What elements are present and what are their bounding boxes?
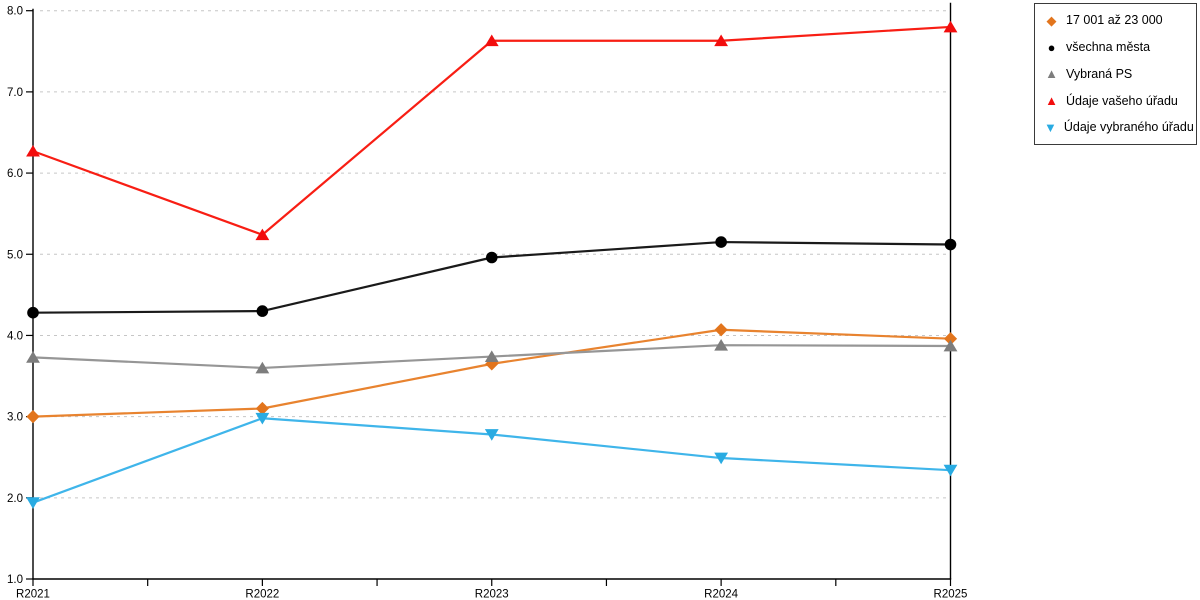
- y-tick-label: 3.0: [7, 412, 23, 424]
- x-tick-label: R2024: [704, 589, 738, 600]
- data-point: [484, 429, 499, 441]
- circle-icon: ●: [1047, 39, 1056, 55]
- y-tick-label: 2.0: [7, 493, 23, 505]
- data-point: [715, 236, 727, 248]
- data-point: [944, 238, 957, 251]
- series-1: [27, 236, 957, 319]
- legend-item-label: 17 001 až 23 000: [1066, 13, 1163, 28]
- legend-item-label: Vybraná PS: [1066, 66, 1133, 81]
- y-tick-label: 5.0: [7, 249, 23, 261]
- series-line: [32, 328, 951, 418]
- data-point: [255, 412, 270, 425]
- data-point: [256, 305, 269, 317]
- x-tick-label: R2021: [16, 589, 50, 600]
- series-3: [26, 20, 958, 241]
- y-tick-label: 6.0: [7, 168, 23, 180]
- data-point: [255, 228, 270, 241]
- data-point: [255, 361, 270, 374]
- y-tick-label: 1.0: [7, 574, 23, 586]
- data-point: [26, 410, 40, 424]
- triangle-up-icon: ▲: [1045, 66, 1058, 82]
- data-point: [484, 350, 499, 362]
- data-point: [26, 497, 40, 509]
- legend-item-label: Údaje vybraného úřadu: [1063, 120, 1194, 135]
- series-4: [26, 412, 958, 509]
- data-point: [714, 338, 729, 351]
- legend-item: ▼ Údaje vybraného úřadu: [1044, 120, 1194, 136]
- legend-item: ● všechna města: [1044, 41, 1192, 54]
- data-point: [714, 34, 729, 47]
- series-2: [26, 338, 958, 374]
- legend-item: ▲ Údaje vašeho úřadu: [1044, 94, 1192, 107]
- legend-item-label: všechna města: [1066, 39, 1151, 54]
- data-point: [485, 251, 498, 264]
- data-point: [26, 351, 40, 363]
- data-point: [27, 306, 39, 319]
- legend-item: ◆ 17 001 až 23 000: [1044, 14, 1192, 27]
- data-point: [255, 401, 269, 416]
- series-0: [26, 323, 958, 424]
- data-point: [943, 339, 958, 352]
- triangle-up-icon: ▲: [1045, 93, 1058, 109]
- data-point: [484, 34, 499, 47]
- triangle-down-icon: ▼: [1044, 120, 1057, 136]
- data-point: [714, 323, 728, 337]
- y-tick-label: 8.0: [7, 6, 23, 18]
- legend-item: ▲ Vybraná PS: [1044, 67, 1192, 80]
- data-point: [943, 332, 958, 346]
- x-tick-label: R2022: [245, 589, 279, 600]
- series-line: [32, 25, 951, 236]
- diamond-icon: ◆: [1046, 12, 1057, 28]
- data-point: [943, 464, 958, 477]
- data-point: [714, 452, 729, 465]
- legend: ◆ 17 001 až 23 000 ● všechna města ▲ Vybraná …: [1034, 3, 1197, 145]
- y-tick-label: 4.0: [7, 330, 23, 342]
- data-point: [26, 144, 40, 157]
- y-tick-label: 7.0: [7, 87, 23, 99]
- legend-item-label: Údaje vašeho úřadu: [1066, 93, 1178, 108]
- data-point: [943, 20, 958, 33]
- x-tick-label: R2025: [934, 589, 968, 600]
- x-tick-label: R2023: [475, 589, 509, 600]
